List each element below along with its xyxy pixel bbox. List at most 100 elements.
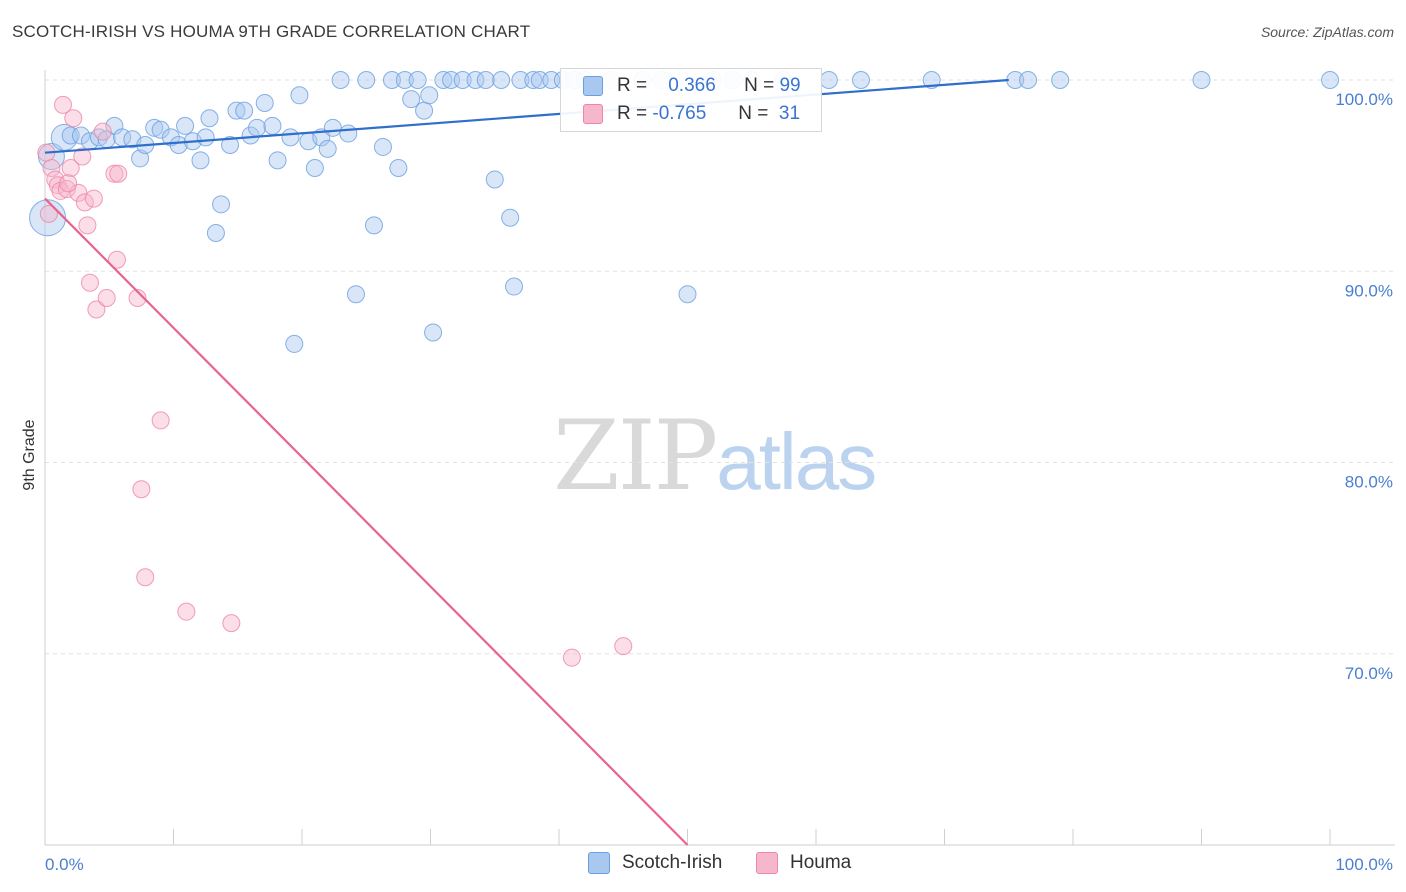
point-scotch-irish [346, 285, 365, 304]
point-houma [177, 602, 196, 621]
point-houma [80, 273, 99, 292]
point-houma [105, 164, 124, 183]
point-scotch-irish [492, 71, 511, 89]
point-houma [109, 164, 128, 183]
point-scotch-irish [1192, 71, 1211, 89]
legend-n-value: 99 [779, 75, 801, 96]
point-scotch-irish [151, 120, 170, 139]
point-scotch-irish [221, 136, 240, 155]
y-tick-label: 100.0% [1335, 90, 1393, 109]
point-houma [78, 216, 97, 235]
point-scotch-irish [364, 216, 383, 235]
y-tick-label: 90.0% [1345, 281, 1393, 300]
legend-r-label: R = [617, 75, 648, 96]
point-houma [132, 480, 151, 499]
point-scotch-irish [922, 71, 941, 89]
x-tick-label: 100.0% [1335, 855, 1393, 874]
point-scotch-irish [382, 71, 401, 89]
point-houma [87, 300, 106, 319]
point-scotch-irish [255, 93, 274, 112]
point-houma [93, 122, 112, 141]
point-scotch-irish [227, 101, 246, 120]
trendline-houma [44, 197, 689, 846]
point-scotch-irish [453, 71, 472, 89]
point-scotch-irish [389, 158, 408, 177]
point-scotch-irish [505, 277, 524, 296]
point-houma [51, 181, 70, 200]
point-scotch-irish [424, 323, 443, 342]
legend-swatch-houma [583, 104, 603, 124]
point-houma [614, 637, 633, 656]
point-scotch-irish [402, 90, 421, 109]
point-houma [75, 193, 94, 212]
point-scotch-irish [161, 128, 180, 147]
point-scotch-irish [501, 208, 520, 227]
watermark-atlas: atlas [716, 417, 877, 506]
trendline-scotch-irish [44, 78, 1009, 154]
series-label-scotch-irish: Scotch-Irish [622, 852, 723, 873]
legend-r-label: R = [617, 103, 648, 124]
point-scotch-irish [420, 86, 439, 105]
watermark: ZIPatlas [553, 400, 877, 512]
point-scotch-irish [191, 151, 210, 170]
point-scotch-irish [206, 224, 225, 242]
point-houma [57, 180, 76, 199]
watermark-zip: ZIP [553, 400, 718, 512]
point-scotch-irish [678, 285, 697, 304]
point-scotch-irish [268, 151, 287, 170]
point-houma [136, 568, 155, 587]
point-scotch-irish [339, 124, 358, 143]
y-tick-label: 70.0% [1345, 664, 1393, 683]
point-houma [222, 614, 241, 633]
series-label-houma: Houma [790, 852, 852, 873]
point-scotch-irish [373, 137, 392, 156]
point-scotch-irish [176, 116, 195, 135]
point-houma [84, 189, 103, 208]
point-houma [97, 289, 116, 308]
point-scotch-irish [485, 170, 504, 189]
legend-swatch-scotch-irish [583, 76, 603, 96]
point-scotch-irish [476, 71, 495, 89]
y-tick-label: 80.0% [1345, 473, 1393, 492]
legend-r-value: -0.765 [652, 103, 707, 124]
point-scotch-irish [1051, 71, 1070, 89]
series-legend: Scotch-Irish Houma [0, 852, 1406, 878]
point-scotch-irish [71, 126, 90, 145]
point-scotch-irish [408, 71, 427, 89]
point-scotch-irish [145, 118, 164, 137]
point-scotch-irish [357, 71, 376, 89]
series-legend-houma[interactable]: Houma [756, 852, 851, 874]
point-scotch-irish [196, 128, 215, 147]
point-scotch-irish [395, 71, 414, 89]
point-scotch-irish [851, 71, 870, 89]
point-houma [53, 95, 72, 114]
point-scotch-irish [323, 118, 342, 137]
point-scotch-irish [524, 71, 543, 89]
point-scotch-irish [212, 195, 231, 214]
y-axis-label: 9th Grade [21, 419, 38, 490]
point-houma [64, 109, 83, 128]
point-houma [73, 147, 92, 166]
point-scotch-irish [318, 139, 337, 158]
point-scotch-irish [248, 118, 267, 137]
series-legend-scotch-irish[interactable]: Scotch-Irish [588, 852, 722, 874]
point-houma [39, 204, 58, 223]
point-houma [151, 411, 170, 430]
point-scotch-irish [285, 334, 304, 353]
point-scotch-irish [415, 101, 434, 120]
point-scotch-irish [235, 101, 254, 120]
legend-row-scotch-irish: R = 0.366 N = 99 [583, 73, 801, 99]
point-scotch-irish [1019, 71, 1038, 89]
series-swatch-scotch-irish [588, 852, 610, 874]
point-scotch-irish [290, 86, 309, 105]
point-scotch-irish [200, 109, 219, 128]
legend-r-value: 0.366 [668, 75, 716, 96]
source-credit: Source: ZipAtlas.com [1260, 24, 1394, 40]
point-houma [128, 289, 147, 308]
point-houma [61, 158, 80, 177]
series-swatch-houma [756, 852, 778, 874]
point-scotch-irish [331, 71, 350, 89]
point-houma [59, 174, 78, 193]
legend-n-label: N = [744, 75, 775, 96]
